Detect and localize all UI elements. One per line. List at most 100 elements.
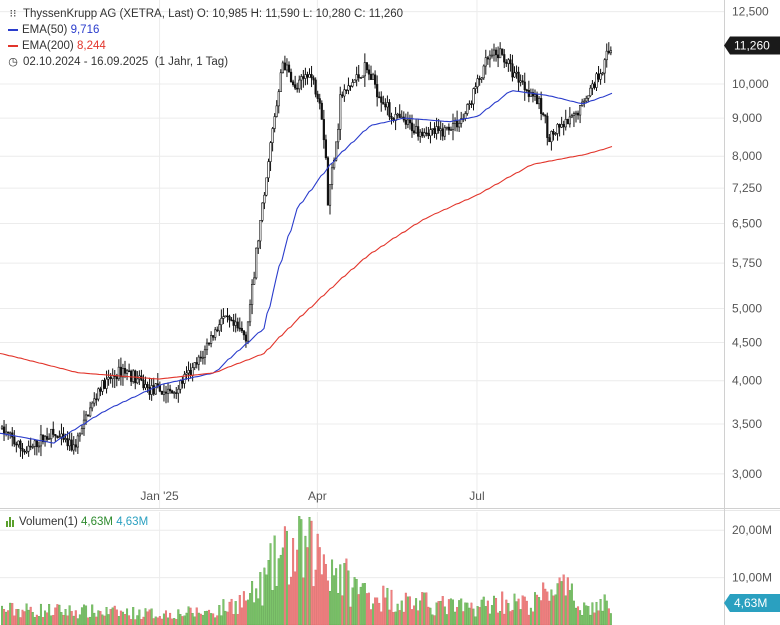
candle-body — [355, 74, 358, 81]
candle-body — [595, 73, 598, 88]
volume-bar — [433, 615, 436, 625]
candle-body — [314, 79, 317, 95]
volume-bar — [72, 615, 75, 625]
volume-bar — [296, 549, 299, 625]
candle-body — [472, 88, 475, 105]
volume-bar — [44, 610, 47, 625]
candle-body — [64, 438, 67, 440]
candle-body — [27, 445, 30, 452]
candle-body — [464, 113, 467, 119]
legend-o-label: O: — [196, 8, 209, 20]
volume-bar — [529, 607, 532, 625]
legend-ema50-row[interactable]: EMA(50) 9,716 — [6, 22, 403, 38]
candle-body — [19, 440, 22, 449]
ema200-value: 8,244 — [76, 40, 106, 52]
volume-bar — [212, 613, 215, 625]
volume-bar — [443, 606, 446, 625]
candle-body — [177, 388, 180, 394]
volume-bar — [542, 582, 545, 625]
candle-body — [361, 75, 364, 78]
candle-body — [15, 443, 18, 446]
candle-body — [263, 194, 266, 204]
volume-bar — [181, 616, 184, 625]
volume-bar — [42, 617, 45, 625]
candle-body — [144, 384, 147, 389]
legend-l-value: 10,280 — [315, 8, 351, 20]
price-tick-label: 5,000 — [732, 301, 762, 315]
candle-body — [343, 89, 346, 97]
volume-bar — [308, 517, 311, 625]
volume-bar — [495, 598, 498, 625]
volume-bar — [124, 614, 127, 625]
volume-bar — [593, 612, 596, 625]
candle-body — [371, 74, 375, 80]
volume-bar — [85, 605, 88, 625]
candle-body — [238, 327, 241, 330]
volume-bar — [246, 599, 249, 625]
volume-bar — [587, 606, 590, 625]
candle-body — [515, 71, 518, 74]
volume-bar — [251, 581, 254, 625]
volume-bar — [138, 609, 141, 625]
candle-body — [242, 330, 246, 336]
candle-body — [550, 131, 553, 143]
candle-body — [503, 54, 506, 63]
volume-bar — [279, 554, 282, 625]
volume-bar — [437, 601, 440, 625]
candle-body — [123, 368, 127, 374]
volume-bar — [249, 593, 252, 625]
volume-bar — [298, 516, 301, 625]
volume-bar — [210, 613, 213, 625]
volume-bar — [470, 602, 473, 625]
candle-body — [320, 102, 323, 120]
volume-bar — [50, 615, 53, 625]
legend-ema200-row[interactable]: EMA(200) 8,244 — [6, 38, 403, 54]
volume-bar — [146, 611, 149, 625]
legend-range-row: ◷ 02.10.2024 - 16.09.2025 (1 Jahr, 1 Tag… — [6, 54, 403, 70]
candle-body — [556, 124, 559, 134]
volume-bar — [257, 598, 260, 625]
price-tick-label: 3,000 — [732, 467, 762, 481]
candle-body — [125, 370, 129, 374]
candle-body — [253, 277, 256, 285]
candle-body — [187, 370, 190, 374]
candle-body — [429, 129, 432, 137]
volume-bar — [230, 598, 233, 625]
candle-body — [349, 85, 352, 87]
volume-bar — [39, 603, 42, 625]
candle-body — [207, 342, 211, 345]
volume-bar — [148, 609, 151, 625]
candle-body — [259, 220, 262, 242]
volume-bar — [347, 570, 350, 625]
candle-body — [357, 74, 360, 79]
volume-bar — [21, 609, 24, 625]
candle-body — [97, 388, 100, 400]
candlestick-icon: ⁝⁝ — [9, 8, 17, 20]
volume-bar — [544, 588, 547, 625]
volume-bar — [525, 600, 528, 625]
candle-body — [185, 372, 188, 375]
price-tick-label: 8,000 — [732, 149, 762, 163]
candle-body — [281, 62, 284, 74]
volume-bar — [287, 584, 290, 625]
candle-body — [406, 119, 410, 125]
volume-bar — [538, 597, 541, 625]
candle-body — [339, 94, 342, 130]
volume-bar — [345, 558, 348, 625]
candle-body — [435, 126, 438, 134]
volume-bar — [488, 613, 491, 625]
candle-body — [578, 105, 582, 116]
candle-body — [353, 79, 356, 83]
volume-bar — [199, 613, 202, 625]
price-tick-label: 3,500 — [732, 417, 762, 431]
candle-body — [289, 71, 293, 83]
candle-body — [158, 384, 161, 392]
candle-body — [507, 59, 510, 64]
volume-bar — [87, 617, 90, 625]
candle-body — [451, 123, 455, 130]
candle-body — [544, 114, 547, 117]
candle-body — [455, 120, 459, 128]
volume-bar — [187, 606, 190, 625]
volume-bar — [415, 598, 418, 625]
volume-bar — [382, 585, 385, 625]
